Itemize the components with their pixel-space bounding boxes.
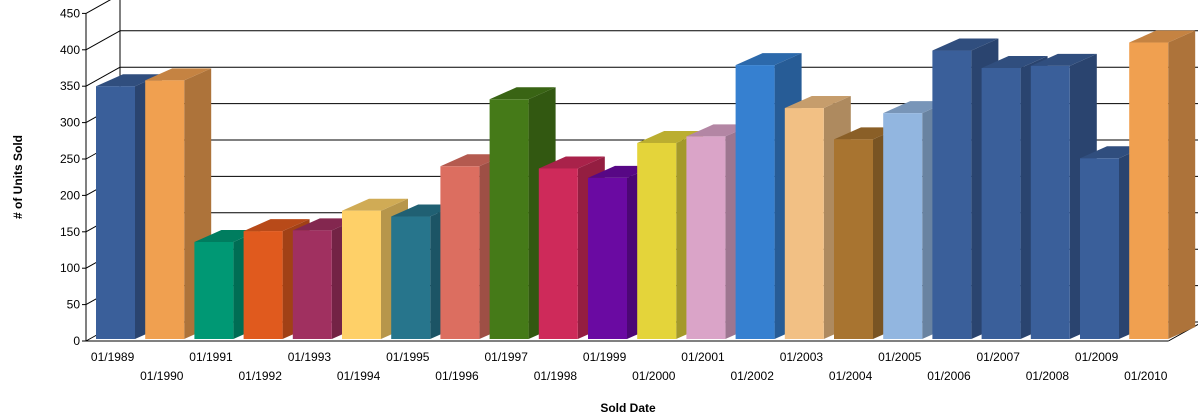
- x-tick-label: 01/1995: [386, 350, 430, 364]
- y-tick-label: 200: [60, 188, 80, 202]
- x-tick-label: 01/1996: [435, 369, 479, 383]
- x-tick-label: 01/1993: [288, 350, 332, 364]
- x-tick-label: 01/2002: [731, 369, 775, 383]
- x-tick-label: 01/2005: [878, 350, 922, 364]
- y-tick-label: 350: [60, 79, 80, 93]
- y-tick-label: 100: [60, 261, 80, 275]
- x-tick-label: 01/2006: [927, 369, 971, 383]
- x-tick-label: 01/2003: [780, 350, 824, 364]
- gridline-side: [85, 30, 121, 51]
- y-tick-label: 300: [60, 116, 80, 130]
- bars: [96, 30, 1196, 340]
- x-tick-label: 01/1991: [189, 350, 233, 364]
- x-tick-label: 01/2009: [1075, 350, 1119, 364]
- x-tick-label: 01/2007: [977, 350, 1021, 364]
- y-tick-label: 150: [60, 225, 80, 239]
- x-tick-label: 01/2001: [681, 350, 725, 364]
- x-tick-label: 01/1999: [583, 350, 627, 364]
- x-tick-label: 01/1990: [140, 369, 184, 383]
- gridline-side: [85, 0, 112, 14]
- y-tick-label: 450: [60, 6, 80, 20]
- x-tick-label: 01/2004: [829, 369, 873, 383]
- y-tick-label: 50: [67, 298, 81, 312]
- floor-edge-right: [1168, 323, 1198, 342]
- y-axis-title: # of Units Sold: [11, 135, 25, 219]
- x-tick-label: 01/2008: [1026, 369, 1070, 383]
- x-tick-label: 01/2010: [1124, 369, 1168, 383]
- y-tick-label: 250: [60, 152, 80, 166]
- y-tick-label: 0: [73, 334, 80, 348]
- tick-labels: 0 50 100 150 200 250 300 350 400 450 01/1989 01/199…: [60, 6, 1168, 383]
- x-tick-label: 01/2000: [632, 369, 676, 383]
- x-tick-label: 01/1997: [485, 350, 529, 364]
- y-tick-label: 400: [60, 43, 80, 57]
- x-tick-label: 01/1998: [534, 369, 578, 383]
- x-tick-label: 01/1994: [337, 369, 381, 383]
- bar: [1129, 30, 1196, 340]
- x-axis-title: Sold Date: [600, 401, 656, 415]
- x-tick-label: 01/1989: [91, 350, 135, 364]
- x-tick-label: 01/1992: [239, 369, 283, 383]
- gridline-side: [85, 66, 121, 87]
